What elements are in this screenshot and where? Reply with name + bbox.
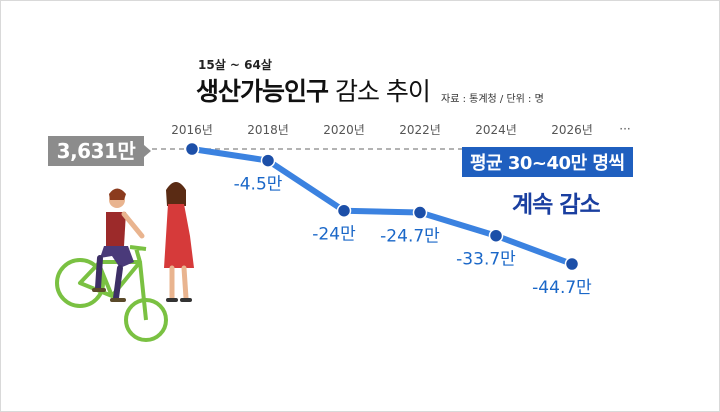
source-note: 자료 : 통계청 / 단위 : 명 bbox=[441, 94, 544, 105]
series-line bbox=[189, 146, 575, 267]
chart-title: 생산가능인구 감소 추이 bbox=[196, 72, 431, 108]
baseline-value-box: 3,631만 bbox=[48, 136, 144, 166]
x-tick-label: 2022년 bbox=[399, 123, 441, 137]
data-point bbox=[412, 205, 428, 220]
rider-shirt bbox=[106, 212, 126, 246]
x-tick-label: 2026년 bbox=[551, 123, 593, 137]
bike-front-wheel bbox=[124, 298, 168, 342]
chart-title-rest: 감소 추이 bbox=[328, 77, 431, 106]
bike-frame bbox=[78, 245, 148, 321]
x-tick-label: 2020년 bbox=[323, 123, 365, 137]
data-point bbox=[184, 141, 200, 157]
pedestrian-legs bbox=[169, 265, 189, 301]
callout-average: 평균 30~40만 명씩 bbox=[462, 147, 633, 177]
rider-arm bbox=[121, 211, 145, 239]
bike-rear-wheel bbox=[55, 258, 105, 308]
data-label: -44.7만 bbox=[532, 278, 592, 298]
rider-legs bbox=[95, 255, 123, 301]
data-label: -24.7만 bbox=[380, 227, 440, 247]
x-tick-label: 2024년 bbox=[475, 123, 517, 137]
chart-subtitle: 15살 ~ 64살 bbox=[198, 58, 272, 72]
data-label: -24만 bbox=[312, 225, 356, 245]
callout-continuing: 계속 감소 bbox=[512, 192, 601, 218]
data-point bbox=[336, 203, 352, 218]
x-tick-ellipsis: ··· bbox=[619, 122, 630, 136]
rider-shorts bbox=[100, 246, 134, 268]
rider-shoes bbox=[92, 288, 126, 302]
x-tick-label: 2016년 bbox=[171, 123, 213, 137]
baseline-arrow-icon bbox=[144, 145, 151, 157]
data-point bbox=[260, 153, 276, 168]
data-label: -4.5만 bbox=[234, 175, 283, 195]
pedestrian-dress bbox=[164, 204, 194, 268]
pedestrian-hair bbox=[166, 182, 186, 206]
rider-hair bbox=[109, 188, 126, 200]
chart-title-main: 생산가능인구 bbox=[196, 77, 329, 106]
data-point bbox=[564, 256, 580, 272]
data-label: -33.7만 bbox=[456, 250, 516, 270]
x-tick-label: 2018년 bbox=[247, 123, 289, 137]
data-point bbox=[488, 228, 504, 243]
